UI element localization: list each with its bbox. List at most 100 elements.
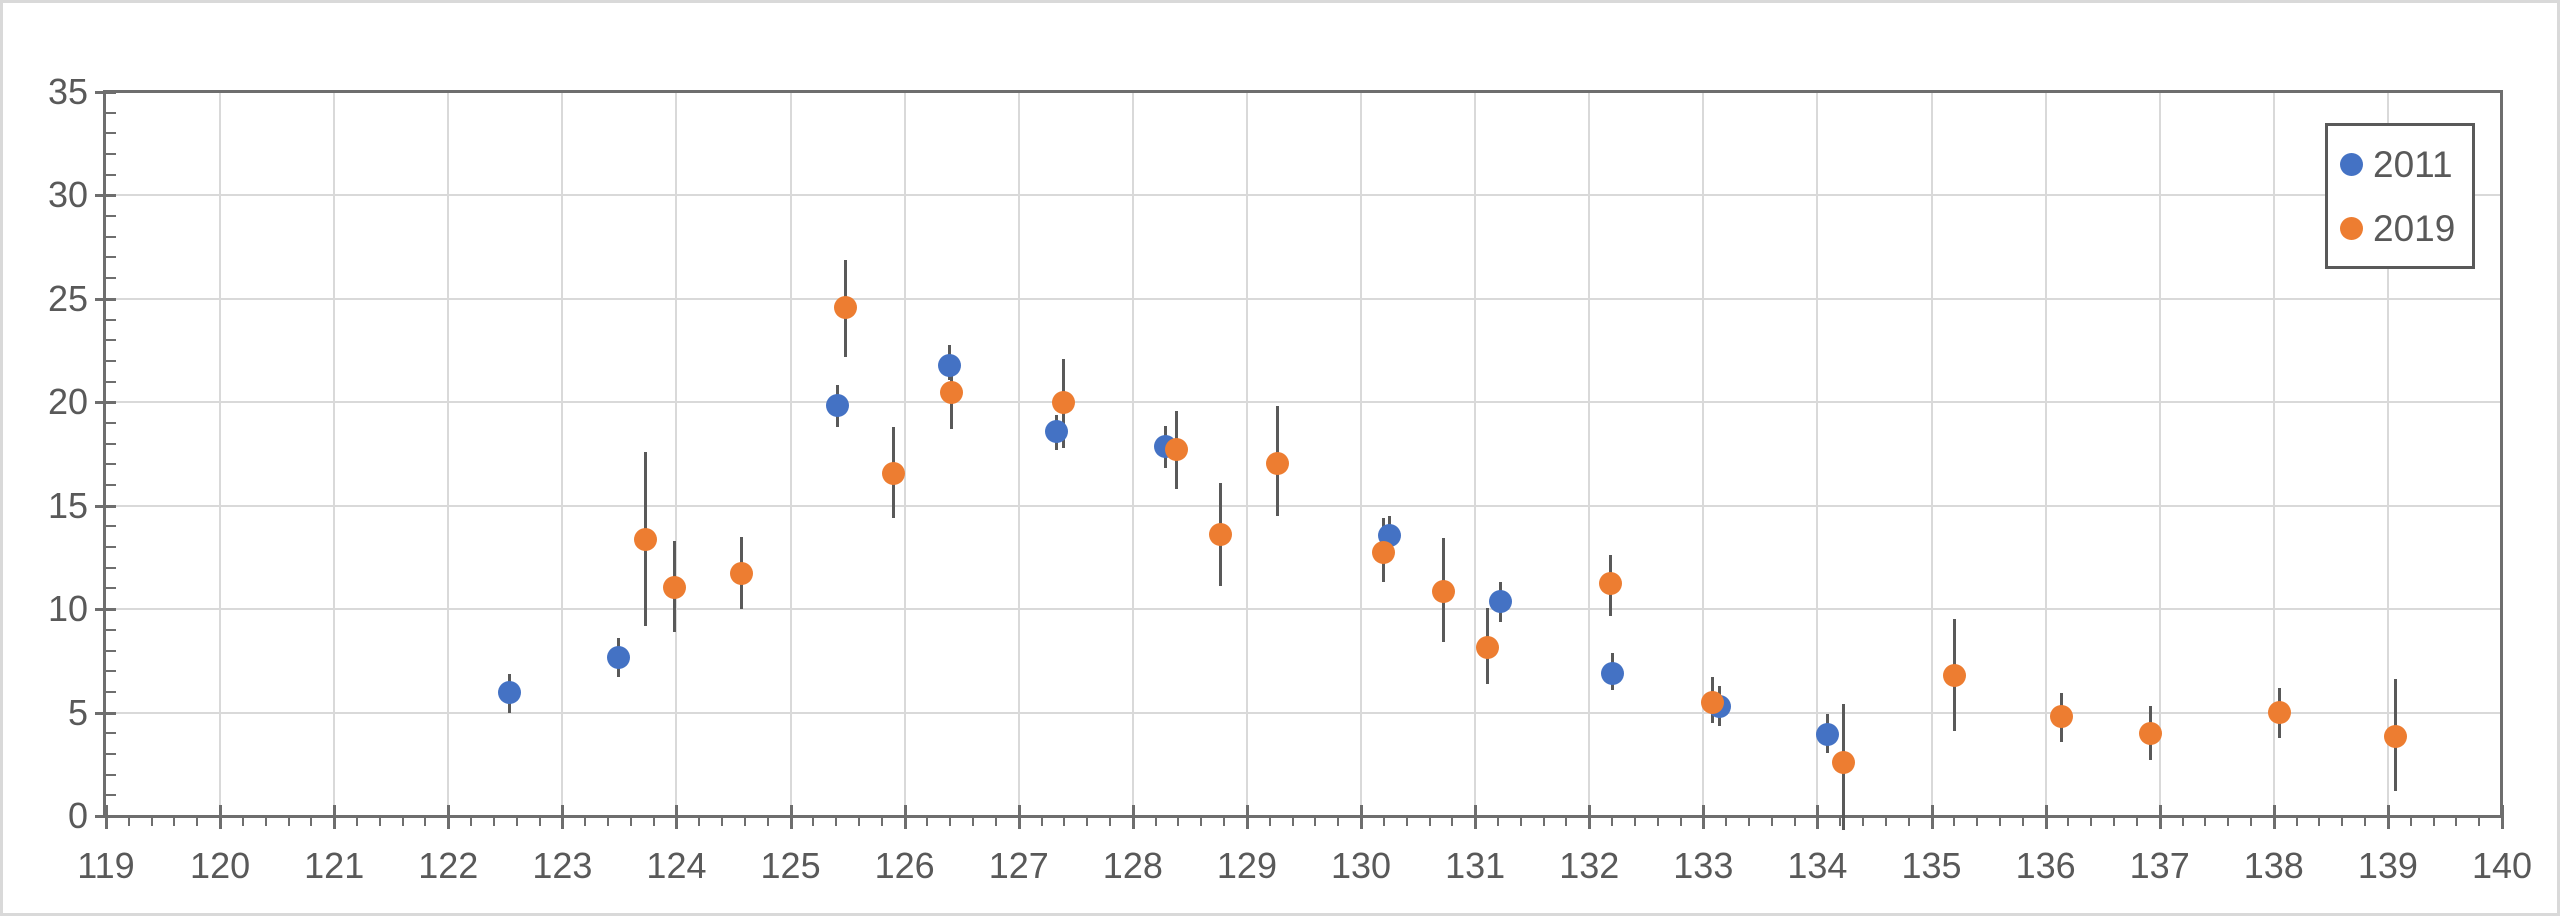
- x-minor-tick: [1679, 817, 1682, 826]
- data-point-2019: [634, 528, 658, 552]
- x-axis-tick-label: 137: [2129, 845, 2190, 886]
- x-minor-tick: [698, 817, 701, 826]
- x-minor-tick: [743, 817, 746, 826]
- x-minor-tick: [2341, 817, 2344, 826]
- y-minor-tick: [105, 732, 116, 735]
- data-point-2011: [1488, 590, 1512, 614]
- data-point-2019: [730, 562, 753, 586]
- x-minor-tick: [1496, 817, 1499, 826]
- x-axis-tick-label: 126: [874, 845, 935, 886]
- data-point-2011: [1816, 722, 1840, 746]
- data-point-2019: [1266, 451, 1290, 475]
- y-axis-line: [103, 90, 106, 818]
- data-point-2011: [1600, 661, 1624, 685]
- x-minor-tick: [2364, 817, 2367, 826]
- x-axis-tick-label: 119: [77, 845, 135, 886]
- y-minor-tick: [105, 256, 116, 259]
- x-major-tick: [903, 805, 907, 829]
- x-axis-tick-label: 120: [190, 845, 251, 886]
- data-point-2019: [2050, 705, 2074, 729]
- x-minor-tick: [287, 817, 290, 826]
- x-major-tick: [1930, 805, 1934, 829]
- x-major-tick: [1360, 805, 1364, 829]
- x-minor-tick: [1268, 817, 1271, 826]
- x-minor-tick: [1314, 817, 1317, 826]
- x-minor-tick: [310, 817, 313, 826]
- x-minor-tick: [584, 817, 587, 826]
- x-major-tick: [219, 805, 223, 829]
- y-major-tick: [95, 815, 116, 818]
- data-point-2019: [1599, 571, 1623, 595]
- x-minor-tick: [1109, 817, 1112, 826]
- x-major-tick: [1474, 805, 1478, 829]
- horizontal-gridline: [106, 297, 2502, 300]
- x-minor-tick: [2113, 817, 2116, 826]
- x-minor-tick: [1040, 817, 1043, 826]
- y-minor-tick: [105, 566, 116, 569]
- vertical-gridline: [1588, 92, 1591, 816]
- legend-label-2019: 2019: [2373, 207, 2456, 249]
- x-minor-tick: [1063, 817, 1066, 826]
- plot-right-border: [2500, 90, 2503, 816]
- vertical-gridline: [219, 92, 222, 816]
- y-major-tick: [95, 711, 116, 715]
- x-minor-tick: [2409, 817, 2412, 826]
- x-minor-tick: [1998, 817, 2001, 826]
- data-point-2019: [1832, 750, 1856, 774]
- x-axis-tick-label: 135: [1901, 845, 1962, 886]
- x-minor-tick: [972, 817, 975, 826]
- data-point-2019: [1164, 438, 1188, 462]
- y-axis-tick-label: 0: [67, 795, 88, 836]
- x-minor-tick: [880, 817, 883, 826]
- x-minor-tick: [2318, 817, 2321, 826]
- vertical-gridline: [2044, 92, 2047, 816]
- x-axis-tick-label: 140: [2471, 845, 2533, 886]
- x-minor-tick: [1291, 817, 1294, 826]
- y-minor-tick: [105, 525, 116, 528]
- vertical-gridline: [1702, 92, 1705, 816]
- y-axis-tick-label: 25: [47, 277, 88, 319]
- vertical-gridline: [1360, 92, 1363, 816]
- x-minor-tick: [1519, 817, 1522, 826]
- x-major-tick: [675, 805, 679, 829]
- data-point-2011: [1044, 419, 1068, 443]
- x-axis-tick-label: 130: [1331, 845, 1392, 886]
- x-minor-tick: [994, 817, 997, 826]
- x-minor-tick: [356, 817, 358, 826]
- y-major-tick: [95, 91, 116, 94]
- x-minor-tick: [926, 817, 929, 826]
- x-minor-tick: [1086, 817, 1089, 826]
- y-minor-tick: [105, 318, 116, 321]
- x-major-tick: [2044, 805, 2048, 829]
- x-axis-tick-label: 125: [760, 845, 821, 886]
- x-minor-tick: [1907, 817, 1910, 826]
- legend: 2011 2019: [2325, 123, 2475, 269]
- y-axis-tick-label: 15: [47, 484, 88, 526]
- x-minor-tick: [2135, 817, 2138, 826]
- vertical-gridline: [1131, 92, 1134, 816]
- data-point-2019: [2384, 724, 2408, 748]
- x-major-tick: [561, 805, 565, 829]
- horizontal-gridline: [106, 401, 2502, 404]
- x-minor-tick: [1839, 817, 1842, 826]
- data-point-2019: [833, 295, 857, 319]
- y-minor-tick: [105, 463, 116, 466]
- y-axis-tick-label: 35: [47, 71, 88, 112]
- x-minor-tick: [2227, 817, 2230, 826]
- data-point-2019: [939, 381, 963, 405]
- x-minor-tick: [1200, 817, 1203, 826]
- y-minor-tick: [105, 339, 116, 342]
- data-point-2019: [662, 575, 686, 599]
- x-major-tick: [1702, 805, 1706, 829]
- x-minor-tick: [2478, 817, 2481, 826]
- x-minor-tick: [1428, 817, 1431, 826]
- horizontal-gridline: [106, 608, 2502, 611]
- x-axis-tick-label: 134: [1787, 845, 1848, 886]
- x-minor-tick: [1542, 817, 1545, 826]
- x-minor-tick: [2432, 817, 2435, 826]
- y-major-tick: [95, 297, 116, 301]
- x-minor-tick: [629, 817, 632, 826]
- x-minor-tick: [1451, 817, 1454, 826]
- x-minor-tick: [492, 817, 495, 826]
- x-minor-tick: [2021, 817, 2024, 826]
